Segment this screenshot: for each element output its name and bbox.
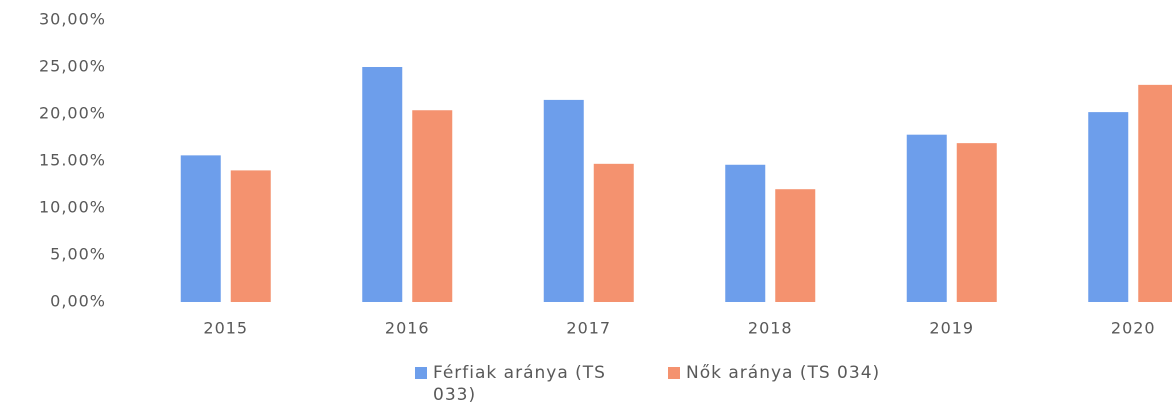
x-tick-label: 2018	[748, 319, 793, 338]
y-tick-label: 25,00%	[39, 57, 106, 76]
bar	[1138, 84, 1172, 302]
bar	[775, 189, 816, 302]
y-tick-label: 10,00%	[39, 198, 106, 217]
x-tick-label: 2020	[1111, 319, 1156, 338]
y-tick-label: 5,00%	[50, 245, 106, 264]
y-tick-label: 15.00%	[39, 151, 106, 170]
x-tick-label: 2015	[203, 319, 248, 338]
bar	[543, 99, 584, 303]
x-tick-label: 2019	[929, 319, 974, 338]
legend-swatch	[668, 367, 680, 379]
y-tick-label: 0,00%	[50, 292, 106, 311]
y-tick-label: 20,00%	[39, 104, 106, 123]
bar	[956, 143, 997, 302]
y-tick-label: 30,00%	[39, 10, 106, 29]
bar	[362, 67, 403, 302]
bar	[1088, 112, 1129, 303]
bar	[180, 155, 221, 302]
legend-item: Nők aránya (TS 034)	[668, 362, 886, 384]
legend-swatch	[415, 367, 427, 379]
legend-item: Férfiak aránya (TS 033)	[415, 362, 633, 405]
legend-label: Nők aránya (TS 034)	[686, 363, 881, 383]
bar	[412, 110, 453, 303]
x-tick-label: 2017	[566, 319, 611, 338]
bar	[725, 164, 766, 302]
bar	[230, 170, 271, 302]
legend-label: Férfiak aránya (TS 033)	[433, 363, 606, 405]
bar	[593, 163, 634, 302]
bar	[906, 134, 947, 302]
x-tick-label: 2016	[385, 319, 430, 338]
